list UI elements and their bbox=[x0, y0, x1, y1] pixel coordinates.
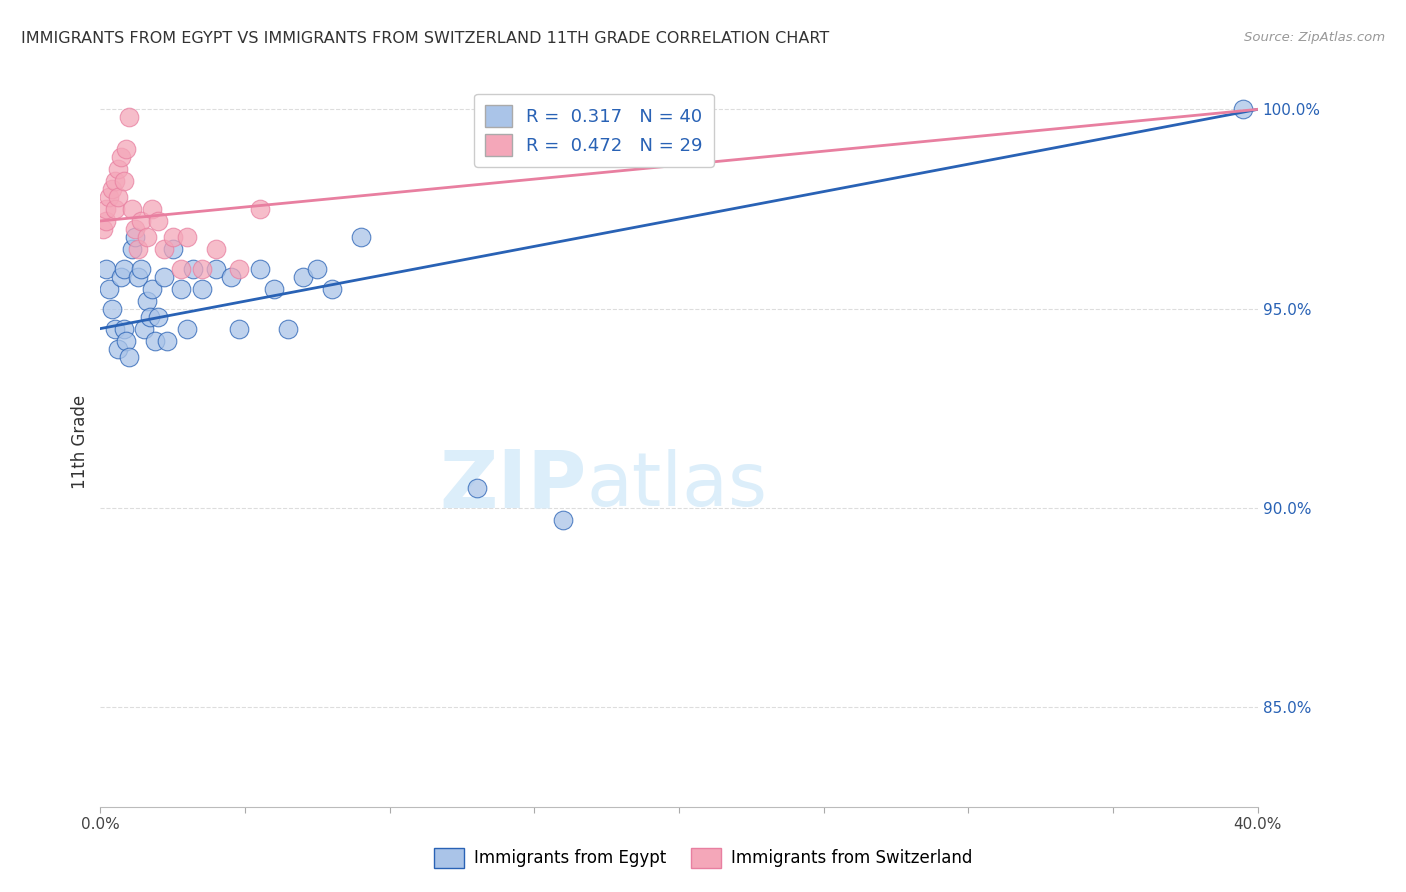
Point bbox=[143, 334, 166, 348]
Point bbox=[129, 261, 152, 276]
Point bbox=[127, 269, 149, 284]
Point bbox=[205, 261, 228, 276]
Point bbox=[124, 230, 146, 244]
Point bbox=[170, 261, 193, 276]
Point bbox=[112, 174, 135, 188]
Point bbox=[1232, 103, 1254, 117]
Point bbox=[94, 214, 117, 228]
Point bbox=[156, 334, 179, 348]
Point bbox=[553, 103, 575, 117]
Point bbox=[228, 321, 250, 335]
Point bbox=[101, 182, 124, 196]
Point bbox=[138, 310, 160, 324]
Point bbox=[132, 321, 155, 335]
Point bbox=[148, 310, 170, 324]
Point bbox=[141, 282, 163, 296]
Point bbox=[124, 222, 146, 236]
Point bbox=[107, 190, 129, 204]
Legend: Immigrants from Egypt, Immigrants from Switzerland: Immigrants from Egypt, Immigrants from S… bbox=[427, 841, 979, 875]
Point bbox=[94, 261, 117, 276]
Text: Source: ZipAtlas.com: Source: ZipAtlas.com bbox=[1244, 31, 1385, 45]
Point bbox=[141, 202, 163, 216]
Point bbox=[118, 350, 141, 364]
Point bbox=[98, 282, 121, 296]
Point bbox=[291, 269, 314, 284]
Point bbox=[162, 230, 184, 244]
Point bbox=[107, 162, 129, 177]
Point bbox=[228, 261, 250, 276]
Point bbox=[98, 190, 121, 204]
Point bbox=[91, 222, 114, 236]
Point bbox=[553, 513, 575, 527]
Point bbox=[148, 214, 170, 228]
Point bbox=[181, 261, 204, 276]
Point bbox=[170, 282, 193, 296]
Point bbox=[104, 202, 127, 216]
Point bbox=[153, 242, 176, 256]
Point bbox=[176, 321, 198, 335]
Point bbox=[219, 269, 242, 284]
Point bbox=[321, 282, 343, 296]
Text: atlas: atlas bbox=[586, 450, 768, 523]
Text: ZIP: ZIP bbox=[439, 447, 586, 525]
Text: IMMIGRANTS FROM EGYPT VS IMMIGRANTS FROM SWITZERLAND 11TH GRADE CORRELATION CHAR: IMMIGRANTS FROM EGYPT VS IMMIGRANTS FROM… bbox=[21, 31, 830, 46]
Point bbox=[121, 202, 143, 216]
Point bbox=[112, 261, 135, 276]
Point bbox=[263, 282, 285, 296]
Point bbox=[465, 481, 488, 495]
Point bbox=[107, 342, 129, 356]
Point bbox=[110, 269, 132, 284]
Point bbox=[121, 242, 143, 256]
Point bbox=[277, 321, 299, 335]
Point bbox=[135, 293, 157, 308]
Point bbox=[350, 230, 373, 244]
Point bbox=[110, 150, 132, 164]
Point bbox=[176, 230, 198, 244]
Point bbox=[162, 242, 184, 256]
Point bbox=[101, 301, 124, 316]
Point bbox=[115, 142, 138, 156]
Point bbox=[104, 174, 127, 188]
Point bbox=[104, 321, 127, 335]
Point bbox=[112, 321, 135, 335]
Point bbox=[94, 202, 117, 216]
Legend: R =  0.317   N = 40, R =  0.472   N = 29: R = 0.317 N = 40, R = 0.472 N = 29 bbox=[474, 94, 714, 167]
Point bbox=[135, 230, 157, 244]
Y-axis label: 11th Grade: 11th Grade bbox=[72, 395, 89, 490]
Point bbox=[205, 242, 228, 256]
Point bbox=[249, 261, 271, 276]
Point bbox=[249, 202, 271, 216]
Point bbox=[115, 334, 138, 348]
Point bbox=[153, 269, 176, 284]
Point bbox=[307, 261, 329, 276]
Point bbox=[118, 111, 141, 125]
Point bbox=[127, 242, 149, 256]
Point bbox=[190, 282, 212, 296]
Point bbox=[129, 214, 152, 228]
Point bbox=[190, 261, 212, 276]
